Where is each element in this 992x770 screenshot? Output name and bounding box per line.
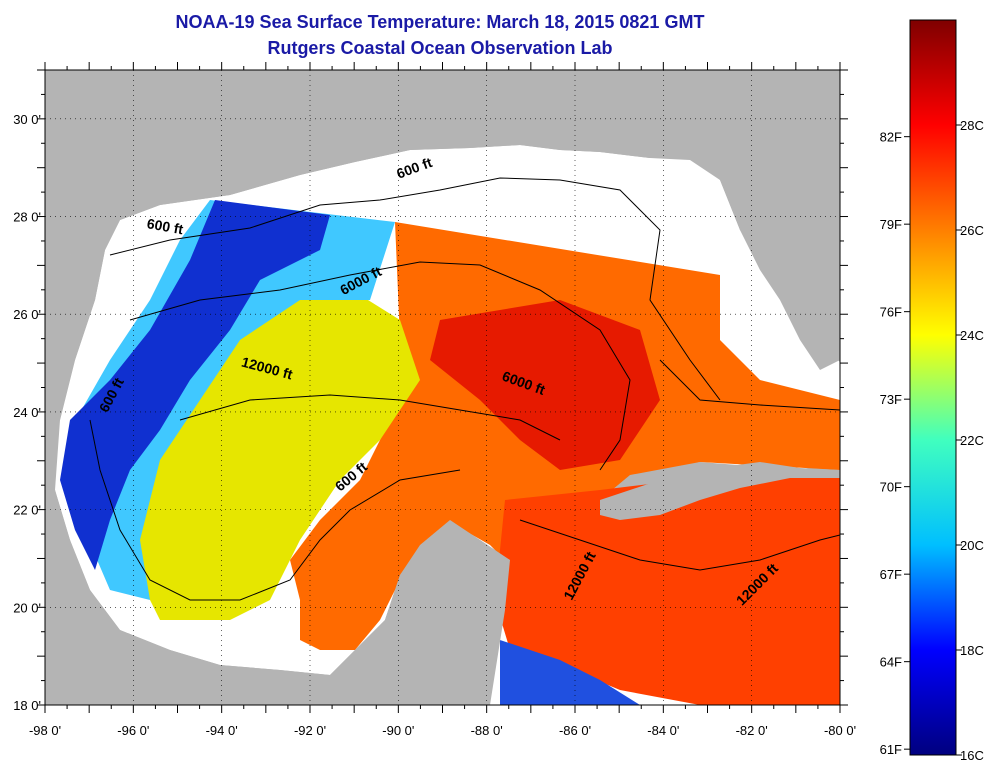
contour-6000ft bbox=[129, 261, 631, 471]
lon-tick-label: -86 0' bbox=[559, 723, 591, 738]
lat-tick-label: 28 0' bbox=[13, 210, 41, 225]
colorbar-label-c: 22C bbox=[960, 433, 984, 448]
colorbar-label-f: 70F bbox=[880, 480, 902, 495]
sst-region-caribbean-warm bbox=[495, 475, 840, 705]
lon-tick-label: -82 0' bbox=[736, 723, 768, 738]
mexico-land bbox=[45, 490, 510, 705]
lat-tick-label: 22 0' bbox=[13, 503, 41, 518]
lon-tick-label: -94 0' bbox=[206, 723, 238, 738]
colorbar-label-c: 28C bbox=[960, 118, 984, 133]
us-coast-land bbox=[45, 70, 700, 430]
sst-region-caribbean-cold bbox=[500, 640, 640, 705]
lon-tick-label: -96 0' bbox=[117, 723, 149, 738]
colorbar-label-f: 67F bbox=[880, 567, 902, 582]
axis-labels: -98 0' -96 0' -94 0' -92 0' -90 0' -88 0' -86 … bbox=[13, 112, 856, 738]
colorbar-label-c: 24C bbox=[960, 328, 984, 343]
sst-region-cold-west bbox=[60, 200, 330, 570]
map-subtitle: Rutgers Coastal Ocean Observation Lab bbox=[267, 38, 613, 58]
sst-region-hot-core bbox=[430, 300, 660, 470]
lon-tick-label: -92 0' bbox=[294, 723, 326, 738]
contour-12000ft bbox=[179, 394, 561, 441]
colorbar-label-c: 20C bbox=[960, 538, 984, 553]
lat-tick-label: 24 0' bbox=[13, 405, 41, 420]
colorbar-labels: 28C 26C 24C 22C 20C 18C 16C 82F 79F 76F 73F 70F 67F 6… bbox=[880, 118, 984, 763]
lon-tick-label: -88 0' bbox=[471, 723, 503, 738]
contour-florida-shelf bbox=[659, 359, 840, 411]
colorbar-label-f: 82F bbox=[880, 130, 902, 145]
contour-600ft-north bbox=[109, 177, 721, 401]
lon-tick-label: -98 0' bbox=[29, 723, 61, 738]
lat-tick-label: 20 0' bbox=[13, 600, 41, 615]
colorbar-label-f: 61F bbox=[880, 742, 902, 757]
contour-600ft-south bbox=[89, 419, 461, 601]
colorbar-label-f: 76F bbox=[880, 305, 902, 320]
colorbar bbox=[909, 19, 957, 756]
lat-tick-label: 26 0' bbox=[13, 307, 41, 322]
colorbar-label-c: 26C bbox=[960, 223, 984, 238]
florida-land bbox=[690, 70, 840, 370]
yucatan-land bbox=[385, 522, 505, 660]
colorbar-label-c: 18C bbox=[960, 643, 984, 658]
colorbar-label-c: 16C bbox=[960, 748, 984, 763]
lon-tick-label: -90 0' bbox=[382, 723, 414, 738]
lat-tick-label: 30 0' bbox=[13, 112, 41, 127]
map-frame bbox=[44, 69, 841, 706]
colorbar-label-f: 64F bbox=[880, 655, 902, 670]
colorbar-label-f: 73F bbox=[880, 392, 902, 407]
contour-caribbean bbox=[519, 519, 840, 571]
cuba-land bbox=[600, 462, 840, 520]
lon-tick-label: -80 0' bbox=[824, 723, 856, 738]
contour-label: 600 ft bbox=[146, 215, 185, 237]
lat-tick-label: 18 0' bbox=[13, 698, 41, 713]
colorbar-label-f: 79F bbox=[880, 217, 902, 232]
sst-region-cool-west bbox=[70, 200, 395, 600]
map-title: NOAA-19 Sea Surface Temperature: March 1… bbox=[175, 12, 705, 32]
lon-tick-label: -84 0' bbox=[647, 723, 679, 738]
